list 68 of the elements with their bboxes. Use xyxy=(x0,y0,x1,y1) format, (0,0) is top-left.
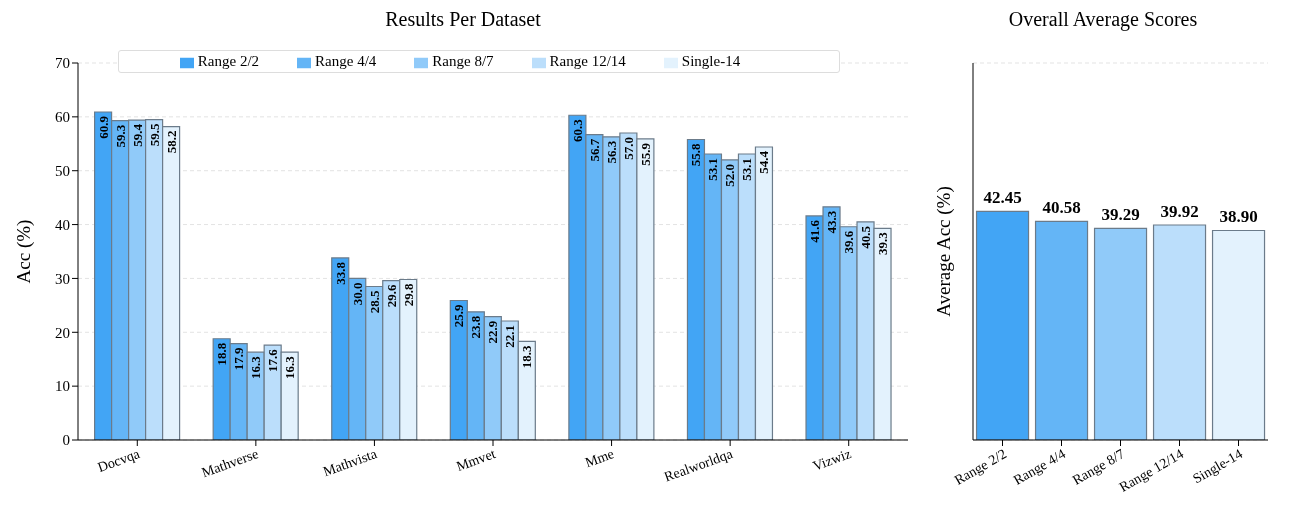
y-tick-label: 60 xyxy=(55,109,70,126)
data-label: 28.5 xyxy=(366,290,382,314)
data-label: 52.0 xyxy=(722,163,738,187)
x-tick-label: Vizwiz xyxy=(810,446,854,474)
data-label: 29.6 xyxy=(383,284,399,308)
data-label: 41.6 xyxy=(807,219,823,243)
legend-label: Range 12/14 xyxy=(549,53,626,69)
data-label: 40.5 xyxy=(858,225,874,249)
data-label: 39.29 xyxy=(1101,205,1140,225)
legend-label: Range 4/4 xyxy=(315,53,377,69)
data-label: 16.3 xyxy=(248,355,264,379)
x-tick-label: Mmvet xyxy=(454,446,498,474)
data-label: 43.3 xyxy=(824,210,840,234)
data-label: 39.92 xyxy=(1160,202,1199,221)
bar xyxy=(1211,229,1266,440)
data-label: 59.5 xyxy=(146,123,162,147)
data-label: 60.3 xyxy=(569,118,585,142)
data-label: 56.3 xyxy=(603,140,619,164)
y-tick-label: 10 xyxy=(55,378,70,395)
data-label: 55.9 xyxy=(637,142,653,166)
data-label: 40.58 xyxy=(1042,198,1081,218)
data-label: 53.1 xyxy=(705,158,721,181)
data-label: 23.8 xyxy=(468,315,484,339)
data-label: 58.2 xyxy=(163,130,179,154)
y-tick-label: 0 xyxy=(62,432,70,449)
x-tick-label: Range 2/2 xyxy=(951,446,1009,488)
y-tick-label: 40 xyxy=(55,216,70,233)
data-label: 59.4 xyxy=(129,123,145,147)
bar xyxy=(975,210,1030,440)
x-tick-label: Docvqa xyxy=(95,445,143,476)
data-label: 16.3 xyxy=(282,355,298,379)
bar xyxy=(1093,227,1148,440)
bar xyxy=(1034,220,1089,440)
data-label: 55.8 xyxy=(688,142,704,167)
bar xyxy=(1152,224,1207,440)
data-label: 33.8 xyxy=(332,261,348,285)
data-label: 17.6 xyxy=(265,348,281,372)
data-label: 42.45 xyxy=(983,188,1022,208)
data-label: 29.8 xyxy=(400,283,416,307)
y-axis-title: Average Acc (%) xyxy=(932,186,955,317)
y-tick-label: 70 xyxy=(55,55,70,72)
x-tick-label: Range 4/4 xyxy=(1010,446,1068,488)
data-label: 30.0 xyxy=(349,282,365,306)
data-label: 18.3 xyxy=(519,344,535,369)
data-label: 60.9 xyxy=(95,115,111,139)
data-label: 56.7 xyxy=(586,138,602,162)
y-tick-label: 20 xyxy=(55,324,70,341)
data-label: 59.3 xyxy=(112,124,128,148)
y-axis-title: Acc (%) xyxy=(12,219,35,284)
legend-label: Single-14 xyxy=(681,53,741,69)
data-label: 39.6 xyxy=(841,230,857,254)
data-label: 38.90 xyxy=(1219,207,1258,227)
data-label: 54.4 xyxy=(756,150,772,174)
data-label: 39.3 xyxy=(875,231,891,256)
legend-label: Range 8/7 xyxy=(432,53,494,69)
chart-title: Overall Average Scores xyxy=(1007,8,1199,30)
data-label: 22.1 xyxy=(502,324,518,348)
data-label: 18.8 xyxy=(214,342,230,366)
data-label: 57.0 xyxy=(620,137,636,160)
chart-title: Results Per Dataset xyxy=(384,8,542,30)
data-label: 25.9 xyxy=(451,304,467,328)
data-label: 17.9 xyxy=(231,347,247,371)
y-tick-label: 50 xyxy=(55,163,70,180)
data-label: 22.9 xyxy=(485,320,501,344)
legend-label: Range 2/2 xyxy=(197,53,260,69)
x-tick-label: Mme xyxy=(583,446,616,471)
data-label: 53.1 xyxy=(739,158,755,181)
y-tick-label: 30 xyxy=(55,270,70,287)
